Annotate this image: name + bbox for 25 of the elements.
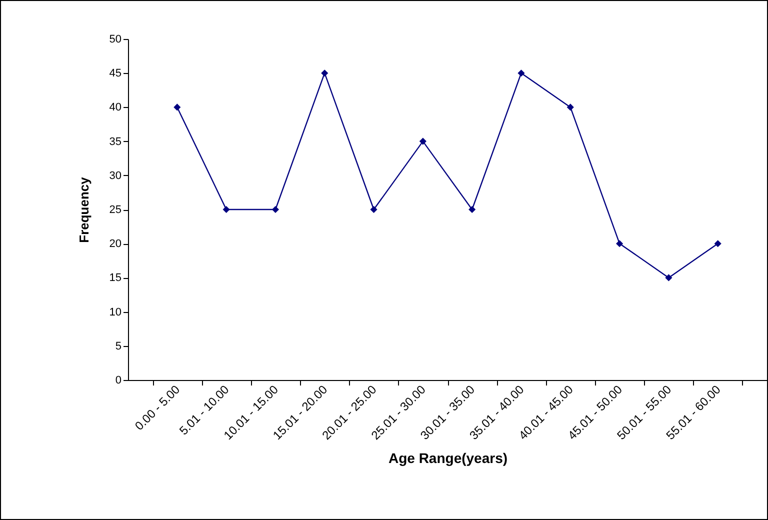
y-tick-label: 40: [109, 102, 122, 114]
point: [174, 104, 181, 111]
y-tick-label: 15: [109, 272, 122, 284]
y-tick-label: 30: [109, 170, 122, 182]
point: [616, 240, 624, 248]
point: [419, 138, 426, 145]
point: [272, 206, 279, 214]
point: [222, 206, 230, 214]
y-axis-title: Frequency: [76, 176, 92, 243]
y-tick-label: 45: [109, 68, 122, 80]
point: [714, 240, 722, 248]
point: [518, 70, 525, 77]
y-tick-label: 10: [109, 306, 122, 318]
point: [665, 274, 672, 282]
y-tick-label: 0: [115, 374, 122, 386]
point: [321, 70, 328, 77]
y-tick-label: 5: [115, 340, 122, 352]
point: [566, 104, 574, 111]
y-tick-label: 35: [109, 136, 122, 148]
y-tick-label: 50: [109, 34, 122, 46]
x-axis-title: Age Range(years): [388, 450, 508, 466]
y-tick-label: 20: [109, 238, 122, 250]
point: [468, 206, 476, 214]
point: [370, 206, 378, 214]
y-tick-label: 25: [109, 204, 122, 216]
